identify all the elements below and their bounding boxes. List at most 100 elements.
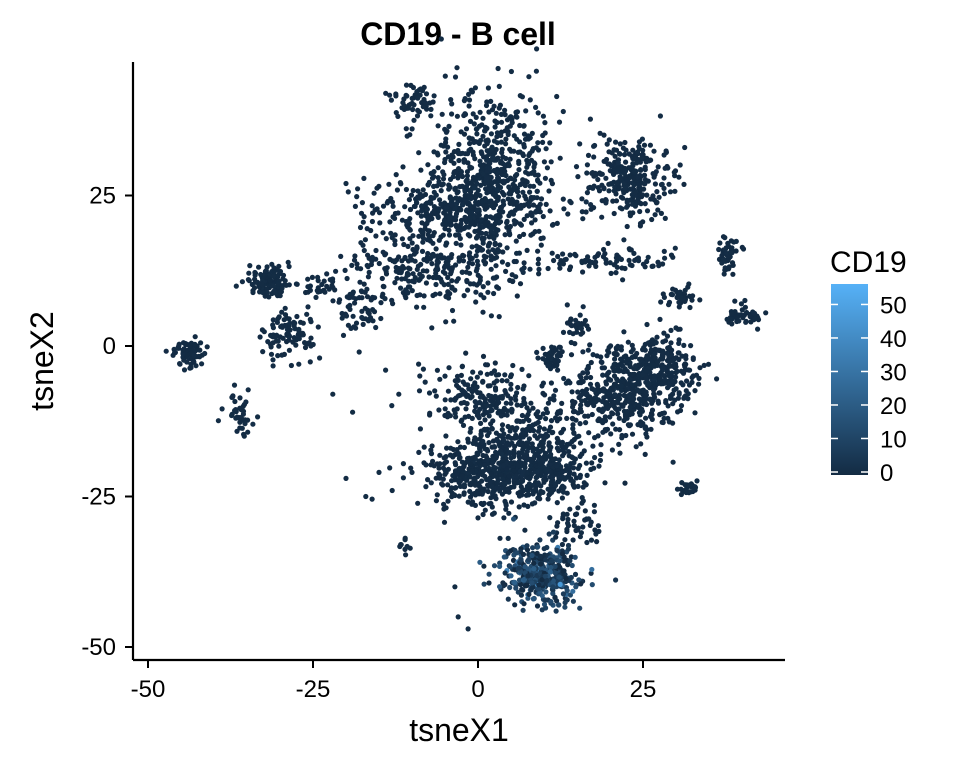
scatter-point (296, 361, 302, 367)
scatter-point (473, 114, 479, 120)
scatter-point (519, 431, 526, 437)
scatter-point (436, 465, 442, 471)
scatter-point (237, 395, 243, 401)
scatter-point (562, 537, 568, 543)
scatter-point (313, 294, 319, 300)
scatter-point (515, 463, 521, 469)
scatter-point (483, 102, 490, 109)
scatter-point (630, 201, 636, 207)
scatter-point (461, 444, 467, 451)
scatter-point (639, 408, 646, 414)
scatter-point (641, 142, 648, 148)
scatter-point (550, 584, 556, 590)
scatter-point (716, 246, 722, 253)
scatter-point (455, 439, 461, 445)
x-tick-label: -50 (131, 676, 166, 703)
scatter-point (509, 406, 515, 412)
scatter-point (448, 97, 454, 103)
scatter-point (521, 395, 527, 402)
scatter-point (275, 273, 281, 279)
scatter-point (344, 275, 350, 282)
scatter-point (454, 65, 460, 71)
scatter-point (579, 196, 585, 202)
scatter-point (540, 489, 546, 495)
scatter-point (496, 83, 502, 89)
scatter-point (263, 267, 269, 274)
scatter-point (288, 362, 294, 369)
scatter-point (417, 426, 423, 432)
scatter-point (308, 335, 314, 341)
scatter-point (395, 210, 401, 216)
scatter-point (478, 420, 484, 426)
scatter-point (661, 248, 667, 254)
scatter-point (455, 614, 461, 620)
scatter-point (354, 265, 360, 271)
scatter-point (537, 537, 543, 543)
scatter-point (591, 502, 598, 508)
scatter-point (172, 349, 178, 356)
scatter-point (543, 201, 549, 207)
scatter-point (602, 414, 608, 420)
scatter-point (564, 302, 570, 308)
scatter-point (598, 451, 604, 457)
scatter-point (522, 461, 528, 467)
scatter-point (514, 171, 520, 178)
scatter-point (556, 457, 562, 463)
scatter-point (586, 185, 592, 191)
scatter-point (502, 107, 508, 113)
scatter-point (189, 356, 195, 362)
scatter-point (467, 140, 473, 147)
scatter-point (627, 210, 633, 216)
scatter-point (507, 277, 513, 283)
scatter-point (422, 379, 428, 385)
scatter-point (411, 117, 417, 123)
scatter-point (495, 155, 501, 161)
scatter-point (437, 291, 443, 297)
scatter-point (519, 478, 526, 484)
scatter-point (505, 535, 511, 542)
scatter-point (560, 251, 566, 257)
scatter-point (661, 415, 667, 421)
scatter-point (682, 144, 688, 151)
scatter-point (431, 93, 437, 99)
scatter-point (359, 308, 365, 314)
scatter-point (614, 351, 620, 358)
scatter-point (177, 361, 183, 367)
scatter-point (621, 152, 628, 158)
scatter-point (551, 257, 557, 264)
scatter-point (561, 558, 567, 564)
scatter-point (524, 426, 530, 432)
scatter-point (510, 181, 516, 188)
scatter-point (518, 484, 524, 490)
scatter-point (705, 361, 712, 367)
scatter-point (535, 419, 541, 425)
scatter-point (377, 220, 383, 226)
scatter-point (467, 494, 474, 500)
scatter-point (446, 232, 453, 238)
scatter-point (750, 310, 757, 316)
scatter-point (548, 599, 554, 605)
scatter-point (402, 537, 408, 543)
scatter-point (675, 326, 681, 332)
scatter-point (584, 386, 590, 393)
scatter-point (483, 186, 489, 192)
scatter-point (494, 401, 500, 408)
scatter-point (485, 289, 491, 295)
scatter-point (474, 207, 480, 213)
scatter-point (536, 582, 542, 588)
scatter-point (475, 389, 481, 396)
scatter-point (557, 410, 563, 416)
scatter-point (601, 185, 607, 191)
scatter-point (486, 430, 492, 436)
scatter-point (524, 442, 530, 448)
scatter-point (572, 251, 578, 257)
y-tick-label: 0 (103, 333, 116, 360)
scatter-point (498, 160, 504, 166)
scatter-point (537, 209, 543, 215)
scatter-point (550, 221, 556, 228)
scatter-point (650, 362, 656, 369)
scatter-point (511, 481, 518, 487)
scatter-point (362, 237, 368, 243)
scatter-point (617, 141, 623, 147)
scatter-point (412, 258, 418, 264)
